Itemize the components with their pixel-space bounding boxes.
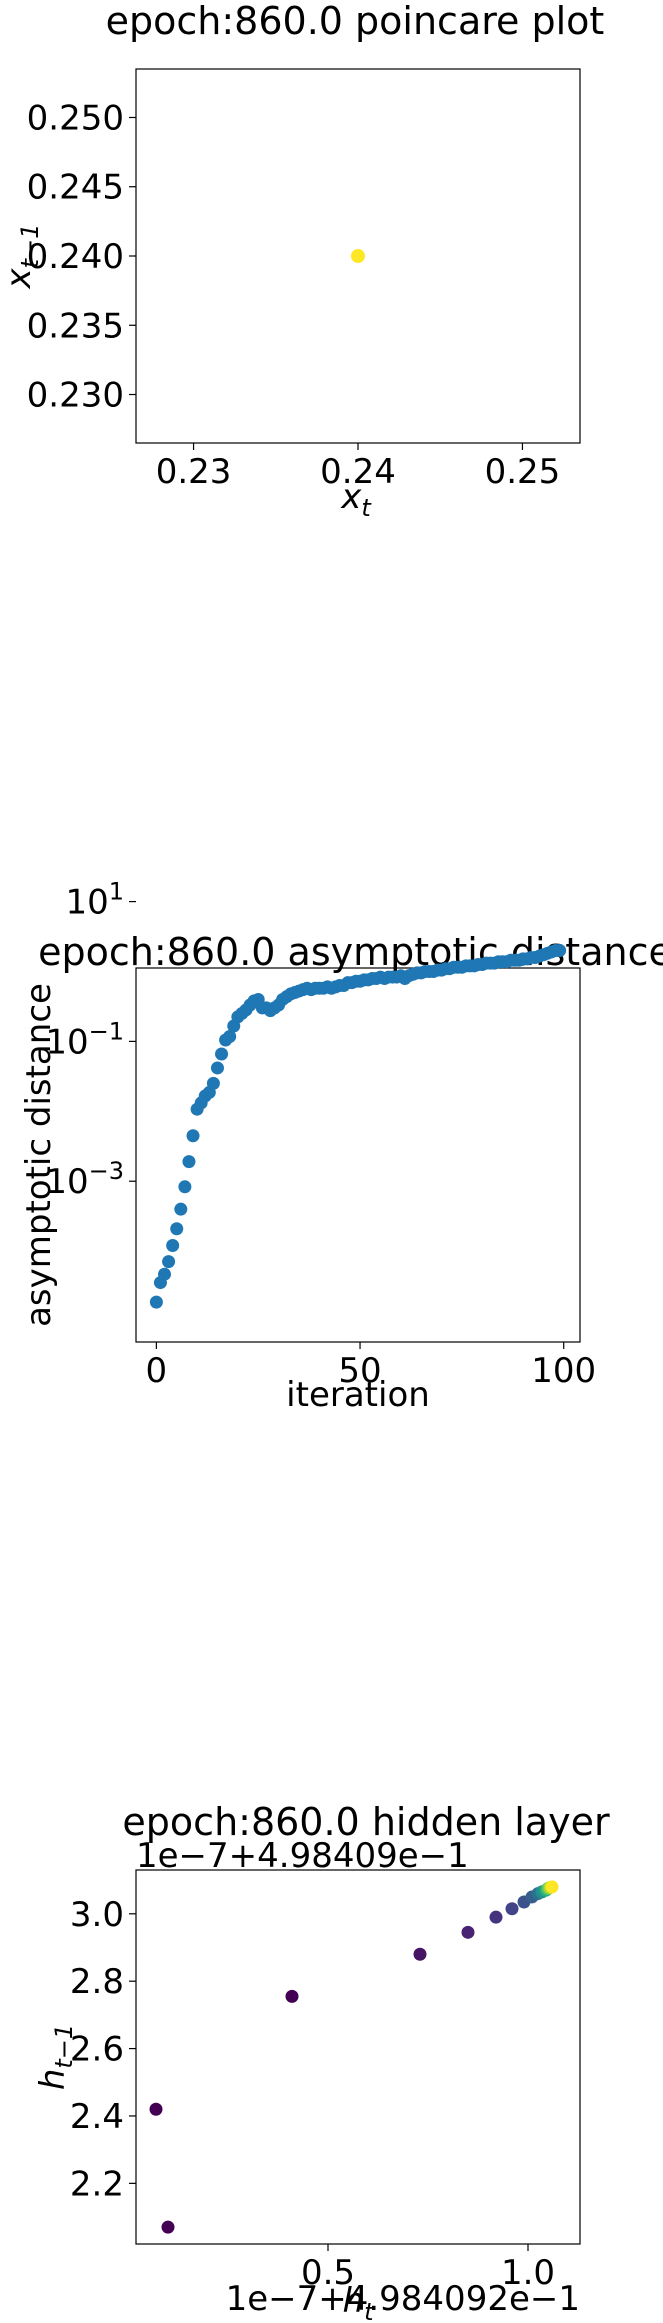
poincare-chart: epoch:860.0 poincare plot 0.23 0.24 0.25 0… — [0, 0, 604, 522]
x-tick-label: 0.5 — [301, 2253, 355, 2293]
poincare-y-label: xt−1 — [0, 224, 44, 290]
poincare-title: epoch:860.0 poincare plot — [106, 0, 605, 43]
y-tick-label: 0.245 — [27, 168, 124, 208]
poincare-x-label: xt — [340, 477, 372, 522]
data-point — [161, 2220, 175, 2234]
distance-chart: epoch:860.0 asymptotic distance 0 50 100 1… — [19, 878, 663, 1415]
data-point — [186, 1129, 200, 1143]
x-tick-label: 100 — [531, 1351, 596, 1391]
hidden-layer-y-label: ht−1 — [33, 2024, 78, 2090]
x-tick-label: 50 — [338, 1351, 381, 1391]
y-tick-base: 10 — [65, 883, 108, 923]
data-point — [461, 1925, 475, 1939]
y-tick-label: 101 — [65, 878, 124, 923]
x-tick-label: 0 — [146, 1351, 168, 1391]
hidden-layer-chart: epoch:860.0 hidden layer 1e−7+4.98409e−1… — [33, 1800, 610, 2323]
hidden-layer-points — [149, 1880, 559, 2234]
hidden-layer-y-offset: 1e−7+4.98409e−1 — [136, 1836, 469, 1876]
hidden-layer-x-axis: 0.5 1.0 — [301, 2244, 555, 2293]
hidden-layer-y-axis: 2.2 2.4 2.6 2.8 3.0 — [70, 1895, 136, 2204]
data-point — [223, 1030, 237, 1044]
x-tick-label: 0.25 — [485, 452, 561, 492]
data-point — [174, 1202, 188, 1216]
data-point — [489, 1910, 503, 1924]
hidden-layer-plot-frame — [135, 1869, 581, 2245]
distance-points — [149, 944, 567, 1309]
x-tick-label: 1.0 — [501, 2253, 555, 2293]
data-point — [178, 1180, 192, 1194]
data-point — [162, 1255, 176, 1269]
data-point — [166, 1239, 180, 1253]
hidden-layer-x-offset: 1e−7+4.984092e−1 — [226, 2279, 580, 2319]
y-tick-label: 2.8 — [70, 1962, 124, 2002]
y-tick-exponent: 1 — [109, 878, 124, 906]
y-tick-label: 2.6 — [70, 2030, 124, 2070]
data-point — [553, 944, 567, 958]
data-point — [206, 1076, 220, 1090]
data-point — [413, 1947, 427, 1961]
poincare-x-axis: 0.23 0.24 0.25 — [156, 443, 561, 492]
y-tick-base: 10 — [45, 1162, 88, 1202]
data-point — [505, 1902, 519, 1916]
y-tick-label: 0.230 — [27, 376, 124, 416]
data-point — [149, 1295, 163, 1309]
data-point — [215, 1047, 229, 1061]
data-point — [182, 1155, 196, 1169]
hidden-layer-title: epoch:860.0 hidden layer — [122, 1800, 610, 1844]
data-point — [210, 1061, 224, 1075]
distance-x-label: iteration — [286, 1375, 430, 1415]
y-tick-label: 10−1 — [45, 1017, 124, 1062]
y-tick-exponent: −1 — [89, 1017, 124, 1045]
distance-y-label: asymptotic distance — [19, 983, 59, 1327]
distance-plot-frame — [135, 967, 581, 1343]
y-tick-label: 2.4 — [70, 2097, 124, 2137]
y-tick-label: 0.240 — [27, 237, 124, 277]
poincare-y-axis: 0.230 0.235 0.240 0.245 0.250 — [27, 98, 136, 416]
data-point — [170, 1222, 184, 1236]
y-tick-label: 0.235 — [27, 306, 124, 346]
y-tick-exponent: −3 — [89, 1157, 124, 1185]
x-tick-label: 0.24 — [320, 452, 396, 492]
data-point — [285, 1989, 299, 2003]
data-point — [545, 1880, 559, 1894]
hidden-layer-x-label: ht — [343, 2281, 376, 2323]
distance-x-axis: 0 50 100 — [146, 1342, 596, 1391]
y-tick-label: 0.250 — [27, 98, 124, 138]
data-point — [158, 1267, 172, 1281]
y-tick-label: 3.0 — [70, 1895, 124, 1935]
poincare-points — [351, 249, 365, 263]
x-tick-label: 0.23 — [156, 452, 232, 492]
data-point — [149, 2102, 163, 2116]
y-tick-base: 10 — [45, 1022, 88, 1062]
y-tick-label: 10−3 — [45, 1157, 124, 1202]
data-point — [351, 249, 365, 263]
y-tick-label: 2.2 — [70, 2164, 124, 2204]
